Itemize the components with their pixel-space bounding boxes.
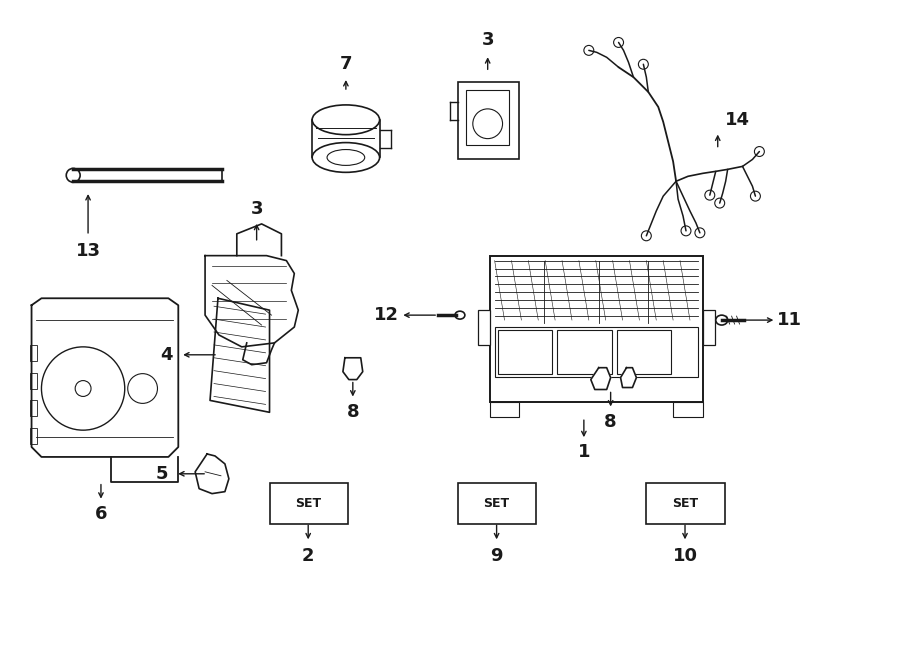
Text: 8: 8 bbox=[604, 413, 617, 431]
Text: 10: 10 bbox=[672, 547, 698, 565]
Bar bbox=[490, 402, 519, 417]
Circle shape bbox=[638, 60, 648, 70]
Text: 3: 3 bbox=[482, 32, 494, 50]
Text: 13: 13 bbox=[76, 242, 101, 260]
Circle shape bbox=[472, 109, 502, 138]
Polygon shape bbox=[621, 367, 636, 387]
Polygon shape bbox=[32, 299, 178, 457]
Text: 8: 8 bbox=[346, 403, 359, 421]
Ellipse shape bbox=[327, 150, 364, 166]
Bar bbox=[30, 373, 38, 389]
Bar bbox=[495, 327, 698, 377]
Text: 11: 11 bbox=[777, 311, 802, 329]
Text: 3: 3 bbox=[250, 200, 263, 218]
Bar bbox=[498, 330, 552, 373]
Text: 4: 4 bbox=[160, 346, 173, 364]
Circle shape bbox=[715, 198, 724, 208]
Circle shape bbox=[695, 228, 705, 238]
Polygon shape bbox=[205, 256, 298, 347]
Polygon shape bbox=[243, 343, 274, 365]
Polygon shape bbox=[590, 367, 610, 389]
FancyBboxPatch shape bbox=[458, 483, 536, 524]
Text: SET: SET bbox=[295, 497, 321, 510]
Circle shape bbox=[614, 38, 624, 48]
Circle shape bbox=[681, 226, 691, 236]
Circle shape bbox=[751, 191, 760, 201]
Text: 1: 1 bbox=[578, 443, 590, 461]
Bar bbox=[673, 402, 703, 417]
Ellipse shape bbox=[67, 168, 80, 182]
Text: SET: SET bbox=[672, 497, 698, 510]
Circle shape bbox=[76, 381, 91, 397]
Text: SET: SET bbox=[483, 497, 509, 510]
Text: 6: 6 bbox=[94, 506, 107, 524]
Circle shape bbox=[642, 231, 652, 241]
Bar bbox=[557, 330, 612, 373]
Bar bbox=[616, 330, 671, 373]
Text: 9: 9 bbox=[491, 547, 503, 565]
Bar bbox=[30, 428, 38, 444]
Ellipse shape bbox=[455, 311, 465, 319]
Circle shape bbox=[705, 190, 715, 200]
Bar bbox=[30, 345, 38, 361]
FancyBboxPatch shape bbox=[269, 483, 348, 524]
FancyBboxPatch shape bbox=[646, 483, 724, 524]
Bar bbox=[490, 256, 703, 402]
Circle shape bbox=[128, 373, 158, 403]
Bar bbox=[478, 310, 490, 345]
Text: 12: 12 bbox=[374, 306, 399, 324]
Text: 5: 5 bbox=[155, 465, 167, 483]
Ellipse shape bbox=[312, 142, 380, 172]
Ellipse shape bbox=[716, 315, 728, 325]
Text: 2: 2 bbox=[302, 547, 314, 565]
Circle shape bbox=[584, 46, 594, 56]
Bar bbox=[458, 82, 519, 160]
Polygon shape bbox=[343, 357, 363, 379]
Circle shape bbox=[754, 146, 764, 156]
Polygon shape bbox=[210, 299, 269, 412]
Polygon shape bbox=[195, 454, 229, 494]
Bar bbox=[30, 401, 38, 416]
Ellipse shape bbox=[312, 105, 380, 134]
Bar bbox=[703, 310, 715, 345]
Text: 7: 7 bbox=[339, 55, 352, 73]
Text: 14: 14 bbox=[725, 111, 750, 129]
Bar bbox=[466, 90, 509, 144]
Polygon shape bbox=[237, 224, 282, 256]
Circle shape bbox=[41, 347, 125, 430]
